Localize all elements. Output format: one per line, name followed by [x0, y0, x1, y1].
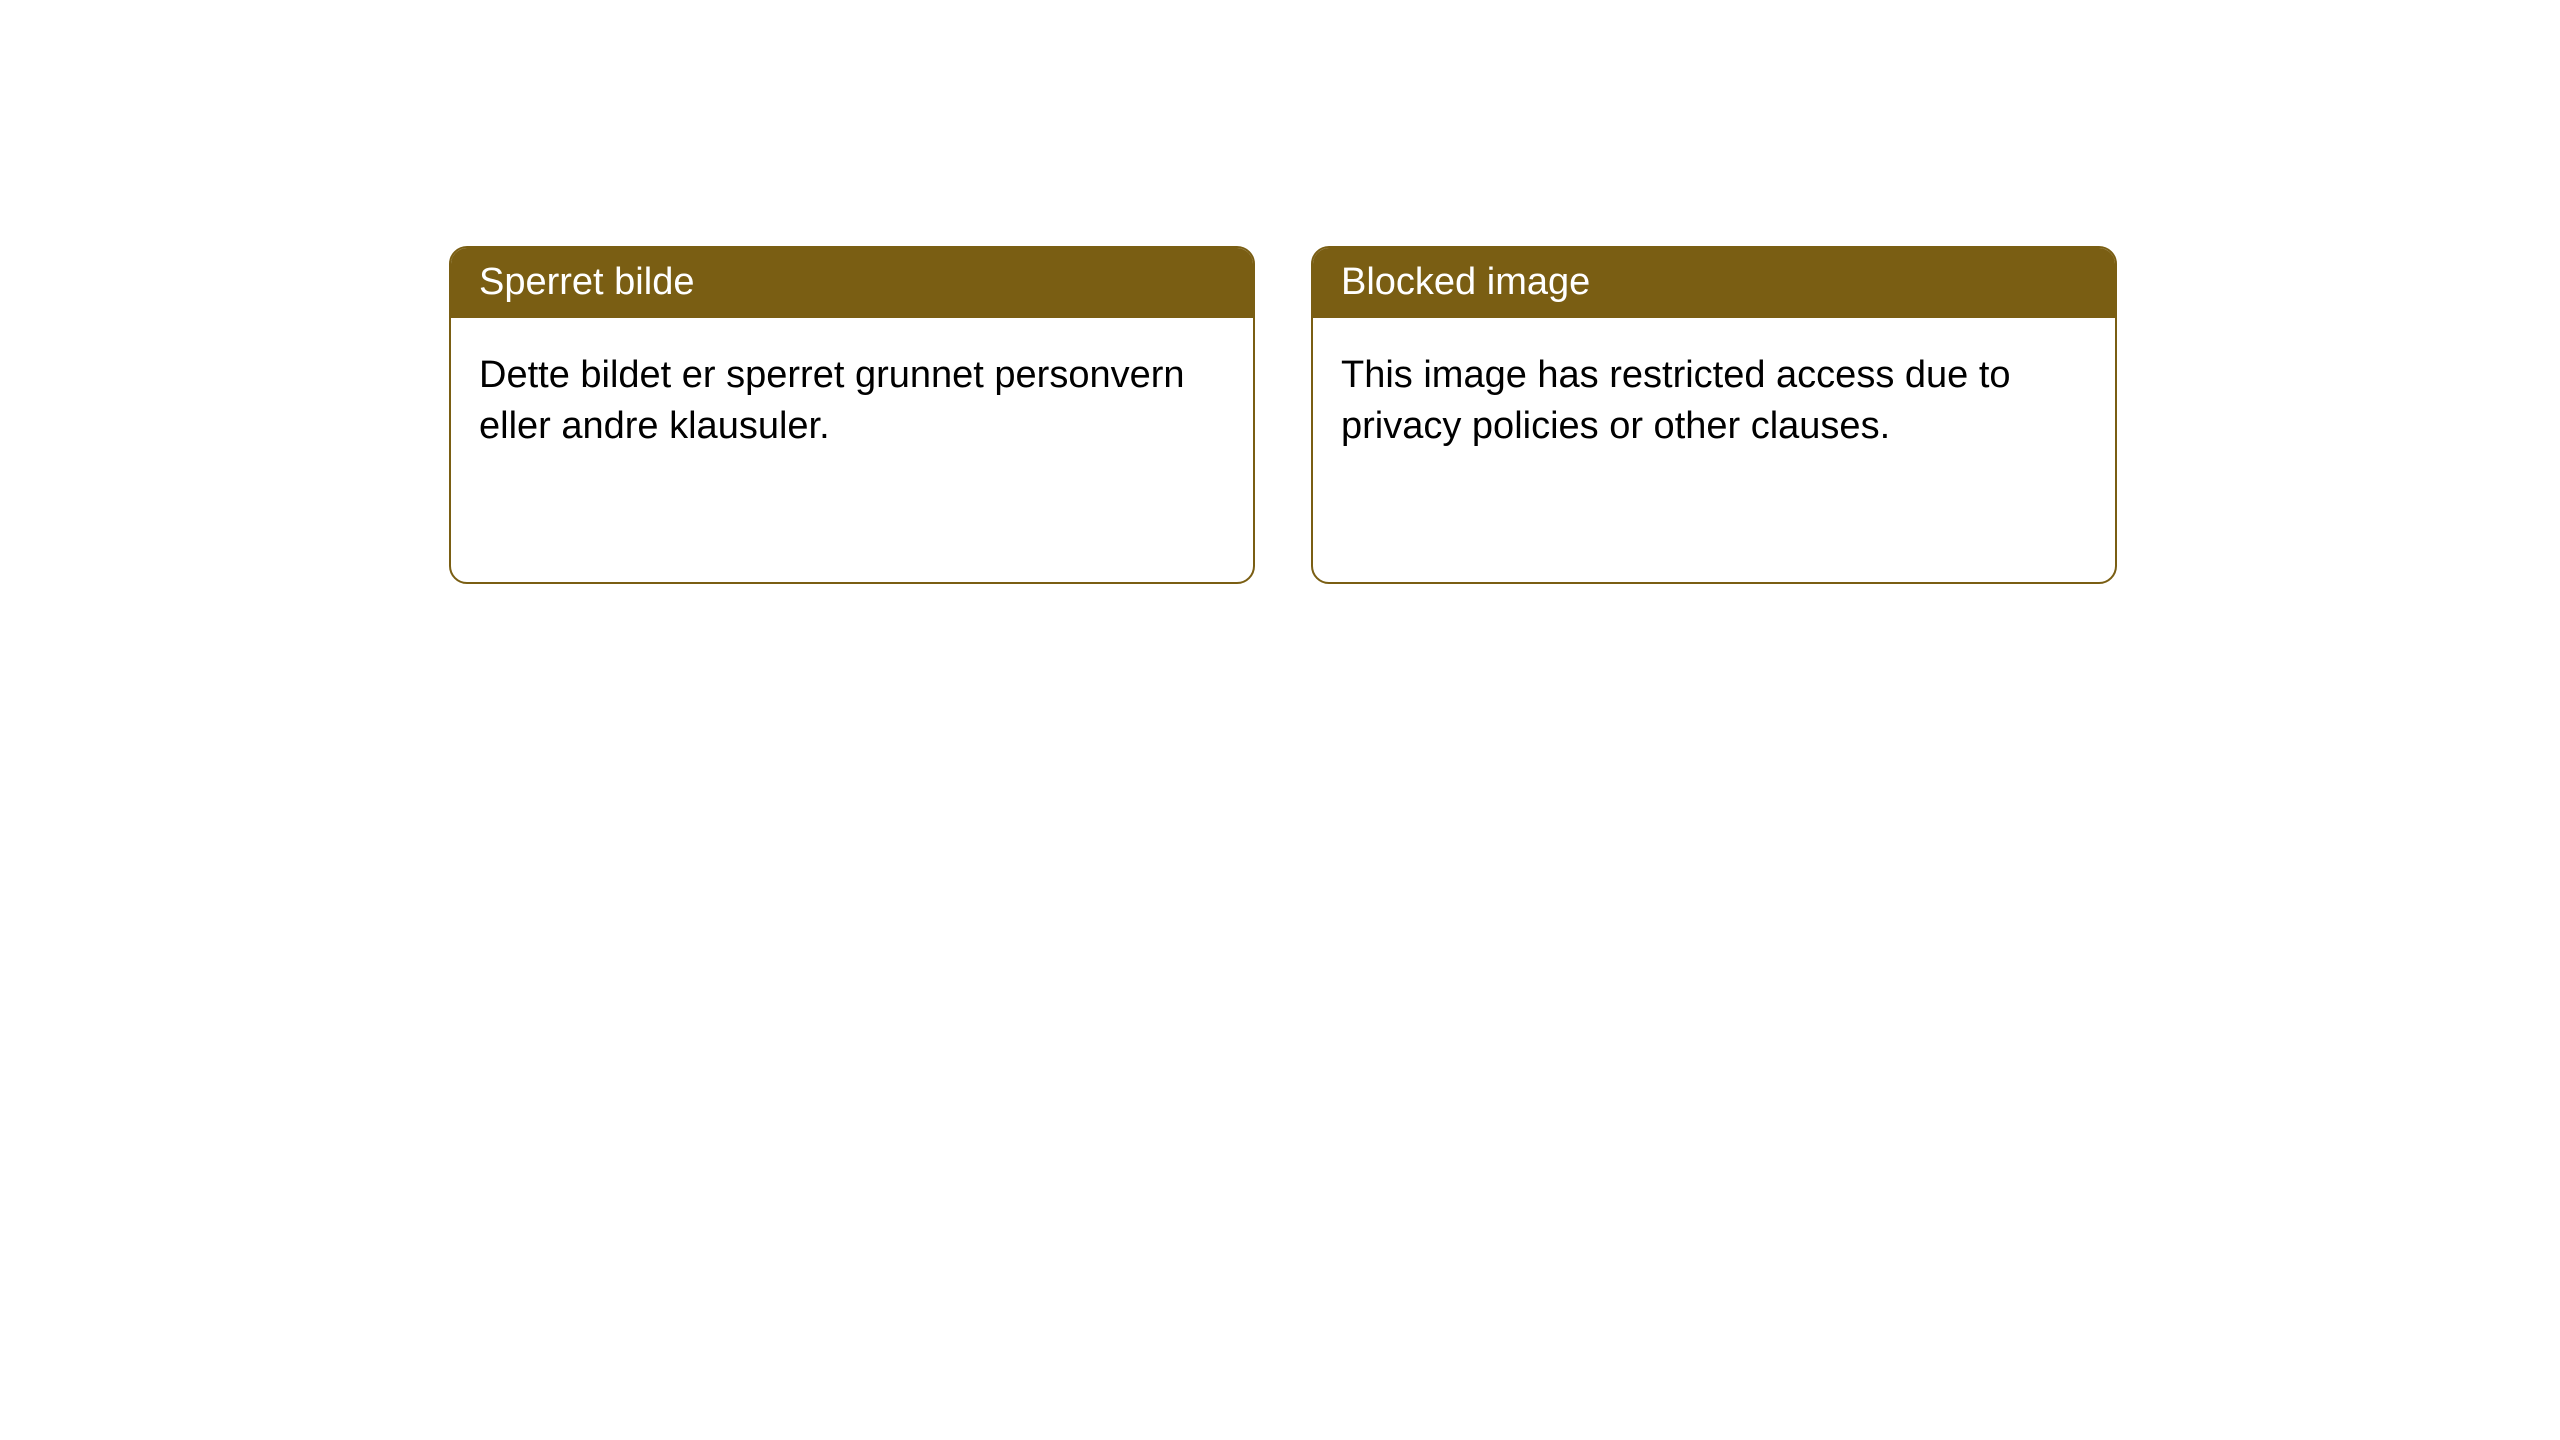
notice-header: Sperret bilde [451, 248, 1253, 318]
notice-title: Sperret bilde [479, 261, 694, 303]
notice-body-text: This image has restricted access due to … [1341, 354, 2011, 447]
notice-body-text: Dette bildet er sperret grunnet personve… [479, 354, 1185, 447]
notice-title: Blocked image [1341, 261, 1590, 303]
notice-body: Dette bildet er sperret grunnet personve… [451, 318, 1253, 485]
notice-body: This image has restricted access due to … [1313, 318, 2115, 485]
notice-header: Blocked image [1313, 248, 2115, 318]
notice-container: Sperret bilde Dette bildet er sperret gr… [449, 246, 2117, 584]
notice-card-norwegian: Sperret bilde Dette bildet er sperret gr… [449, 246, 1255, 584]
notice-card-english: Blocked image This image has restricted … [1311, 246, 2117, 584]
